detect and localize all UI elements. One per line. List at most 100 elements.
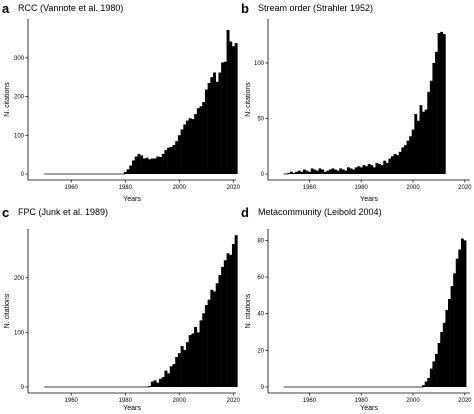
y-axis-title: N. citations	[245, 293, 252, 328]
y-tick-label: 200	[14, 95, 25, 101]
bar-1996	[401, 147, 405, 174]
bar-2009	[435, 51, 438, 175]
bar-2010	[204, 89, 208, 174]
bar-2012	[442, 34, 446, 174]
bar-1957	[300, 171, 304, 174]
bar-1980	[359, 167, 363, 174]
y-tick-label: 0	[261, 172, 265, 178]
y-tick-label: 50	[257, 116, 264, 122]
y-tick-label: 0	[21, 172, 25, 178]
y-tick-label: 40	[257, 312, 264, 318]
panel-title-d: Metacommunity (Leibold 2004)	[258, 207, 382, 217]
bar-2015	[218, 72, 222, 174]
x-tick-label: 2000	[406, 398, 420, 404]
bar-1987	[378, 164, 381, 174]
bar-1965	[321, 169, 324, 174]
panel-title-a: RCC (Vannote et al. 1980)	[18, 3, 123, 13]
x-tick-label: 2000	[173, 185, 187, 191]
bar-2015	[218, 275, 222, 387]
bar-1969	[331, 168, 335, 174]
bar-1999	[175, 356, 179, 387]
bar-2003	[419, 105, 423, 174]
bar-2011	[440, 31, 444, 174]
bar-1982	[129, 165, 133, 174]
x-tick-label: 2020	[227, 398, 241, 404]
bar-2015	[450, 286, 454, 387]
bar-2005	[424, 381, 428, 387]
bar-1970	[334, 169, 337, 174]
bar-1993	[159, 378, 163, 387]
bar-1998	[172, 144, 176, 174]
bar-2002	[416, 120, 420, 174]
x-tick-label: 1980	[119, 185, 133, 191]
bar-2017	[455, 258, 459, 387]
bar-1994	[161, 377, 165, 387]
y-tick-label: 100	[14, 133, 25, 139]
panel-title-b: Stream order (Strahler 1952)	[258, 3, 373, 13]
bar-1962	[313, 169, 317, 174]
y-axis-title: N. citations	[4, 82, 11, 117]
bar-1997	[403, 145, 407, 174]
bar-2008	[199, 106, 203, 174]
bar-1993	[393, 154, 397, 174]
bar-1958	[302, 169, 306, 174]
bar-1972	[339, 168, 343, 174]
x-tick-label: 1960	[303, 398, 317, 404]
bar-2012	[442, 322, 446, 387]
y-tick-label: 80	[257, 238, 264, 244]
bar-1989	[148, 385, 152, 387]
bar-2013	[213, 72, 217, 174]
bar-2018	[226, 29, 230, 174]
bar-2011	[440, 332, 444, 387]
bar-1989	[148, 159, 152, 174]
bar-2016	[453, 273, 457, 387]
bar-2017	[223, 260, 227, 387]
x-axis-title: Years	[123, 405, 141, 412]
bar-2006	[194, 113, 198, 174]
bar-1997	[169, 146, 173, 174]
bar-2006	[427, 91, 431, 174]
x-tick-label: 1980	[355, 398, 369, 404]
y-axis-title: N. citations	[245, 82, 252, 117]
y-tick-label: 100	[254, 61, 265, 67]
panel-letter-d: d	[241, 205, 249, 220]
bar-2000	[411, 129, 415, 174]
bar-2012	[210, 77, 214, 174]
bar-2018	[458, 249, 462, 387]
bar-2019	[229, 254, 233, 387]
y-axis-title: N. citations	[4, 293, 11, 328]
x-tick-label: 2020	[458, 185, 472, 191]
bar-2003	[186, 120, 190, 174]
bar-1990	[150, 158, 154, 174]
x-tick-label: 1980	[355, 185, 369, 191]
bar-1966	[323, 171, 327, 174]
bar-1959	[305, 170, 309, 174]
bar-2004	[422, 111, 425, 174]
bar-2009	[202, 101, 206, 174]
bar-1979	[357, 166, 361, 174]
bar-1991	[153, 158, 157, 174]
bar-2010	[204, 305, 208, 387]
bar-2005	[191, 119, 195, 174]
panel-letter-a: a	[2, 1, 10, 16]
bar-1976	[349, 168, 353, 174]
bar-1968	[328, 169, 332, 174]
bar-2009	[202, 313, 206, 387]
x-tick-label: 1960	[65, 185, 79, 191]
bar-1989	[383, 160, 387, 174]
bar-1977	[352, 169, 356, 174]
bar-2014	[447, 299, 451, 387]
bar-2006	[194, 326, 198, 387]
y-tick-label: 60	[257, 275, 264, 281]
x-tick-label: 1980	[119, 398, 133, 404]
bar-2017	[223, 61, 227, 174]
x-tick-label: 2000	[173, 398, 187, 404]
bar-1973	[341, 169, 345, 174]
x-axis-title: Years	[123, 196, 141, 203]
bar-1971	[336, 170, 340, 174]
bar-1954	[292, 172, 296, 174]
bar-2011	[207, 299, 211, 387]
bar-2013	[445, 310, 449, 387]
bar-1990	[385, 162, 389, 174]
